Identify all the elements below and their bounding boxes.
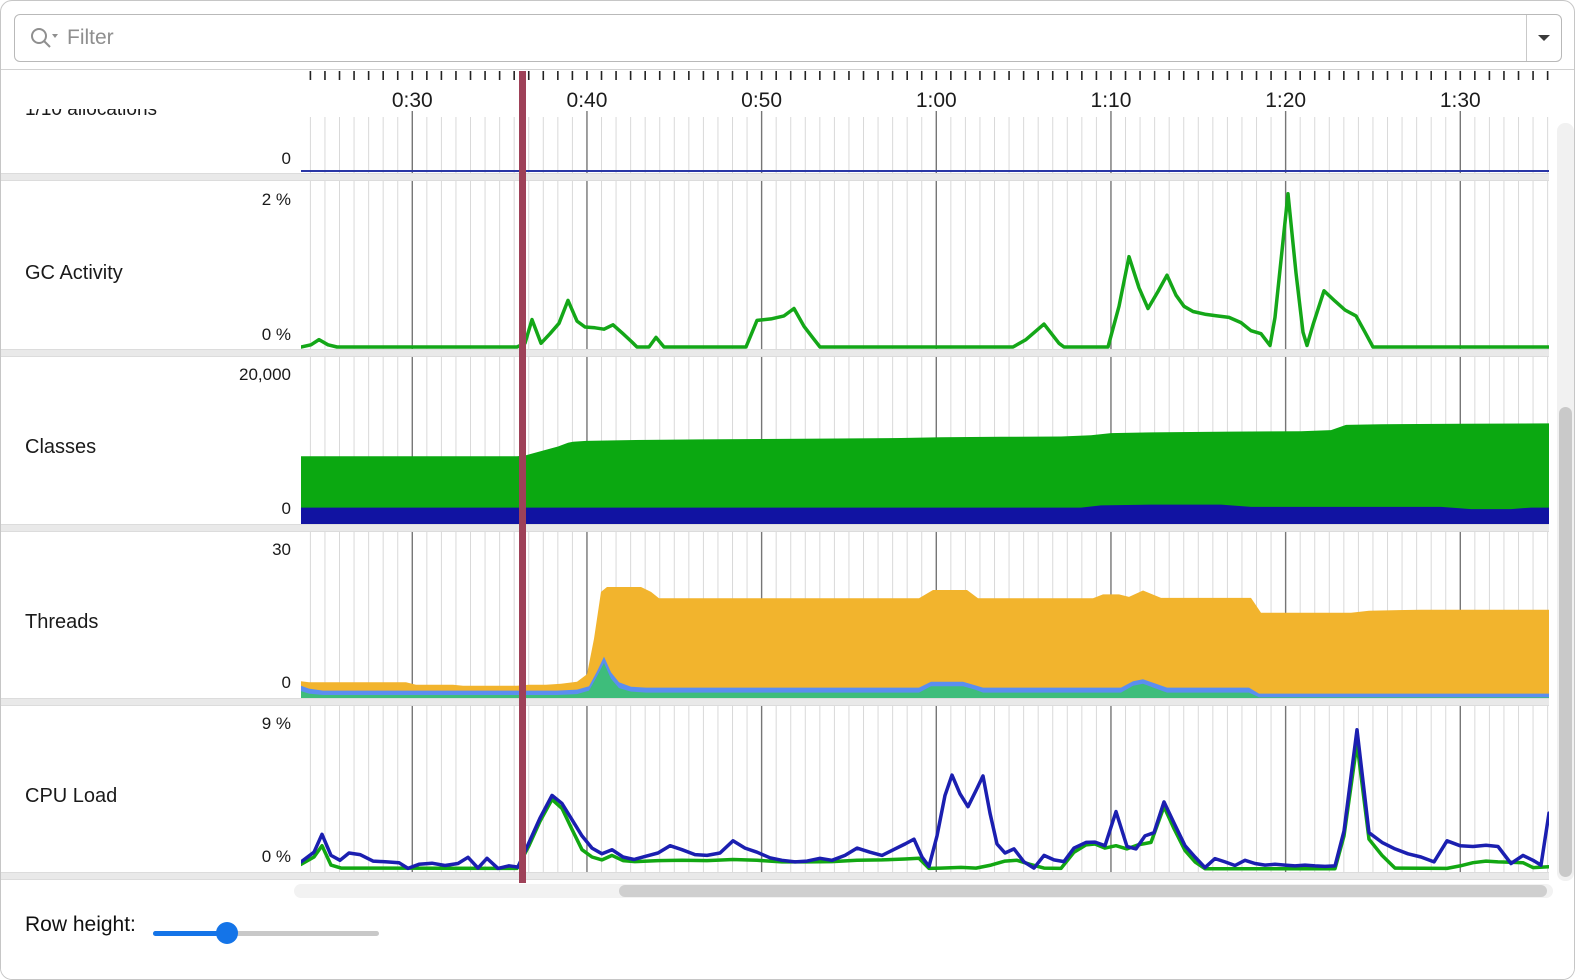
time-label-0-50: 0:50 — [741, 89, 783, 112]
row-height-label: Row height: — [25, 913, 136, 936]
axis-max-cpu: 9 % — [261, 714, 291, 733]
axis-min-cpu: 0 % — [261, 847, 291, 866]
time-label-1-00: 1:00 — [915, 89, 957, 112]
row-name-gc: GC Activity — [25, 262, 123, 284]
time-label-1-30: 1:30 — [1439, 89, 1481, 112]
row-name-classes: Classes — [25, 436, 97, 458]
bottom-toolbar: Row height: — [1, 898, 1574, 979]
time-marker-line[interactable] — [519, 71, 526, 883]
row-separator[interactable] — [1, 698, 1549, 706]
filter-input[interactable]: Filter — [14, 14, 1562, 62]
horizontal-scrollbar-thumb[interactable] — [619, 885, 1547, 897]
row-name-allocations: 1/10 allocations — [25, 109, 158, 120]
row-separator[interactable] — [1, 872, 1549, 880]
row-separator[interactable] — [1, 349, 1549, 357]
row-height-slider[interactable] — [153, 922, 379, 944]
row-separator[interactable] — [1, 524, 1549, 532]
slider-track[interactable] — [153, 931, 379, 936]
time-label-1-20: 1:20 — [1265, 89, 1307, 112]
chart-allocations[interactable] — [301, 121, 1549, 173]
filter-dropdown-button[interactable] — [1526, 15, 1561, 61]
row-name-threads: Threads — [25, 611, 99, 633]
axis-min-threads: 0 — [281, 673, 291, 692]
row-name-cpu: CPU Load — [25, 785, 118, 807]
axis-max-gc: 2 % — [261, 190, 291, 209]
chart-gc-activity[interactable] — [301, 181, 1549, 349]
chart-classes[interactable] — [301, 357, 1549, 524]
chevron-down-icon — [1538, 35, 1550, 41]
axis-max-classes: 20,000 — [239, 365, 291, 384]
telemetry-area[interactable]: 0:30 0:40 0:50 1:00 1:10 1:20 1:30 1/10 alloca… — [1, 71, 1574, 898]
axis-min-classes: 0 — [281, 499, 291, 518]
axis-min-gc: 0 % — [261, 325, 291, 344]
slider-fill — [153, 931, 227, 936]
slider-thumb[interactable] — [216, 922, 238, 944]
chart-cpu-load[interactable] — [301, 706, 1549, 872]
vertical-scrollbar[interactable] — [1557, 123, 1574, 881]
chart-threads[interactable] — [301, 532, 1549, 698]
time-ruler: 0:30 0:40 0:50 1:00 1:10 1:20 1:30 — [301, 71, 1549, 121]
axis-max-threads: 30 — [272, 540, 291, 559]
time-label-1-10: 1:10 — [1090, 89, 1132, 112]
row-separator[interactable] — [1, 173, 1549, 181]
divider — [1, 69, 1574, 70]
vertical-scrollbar-thumb[interactable] — [1559, 407, 1572, 877]
search-icon — [29, 26, 59, 50]
filter-placeholder: Filter — [67, 26, 114, 49]
time-label-0-30: 0:30 — [391, 89, 433, 112]
horizontal-scrollbar[interactable] — [294, 884, 1553, 898]
time-label-0-40: 0:40 — [566, 89, 608, 112]
axis-min-allocations: 0 — [281, 149, 291, 168]
